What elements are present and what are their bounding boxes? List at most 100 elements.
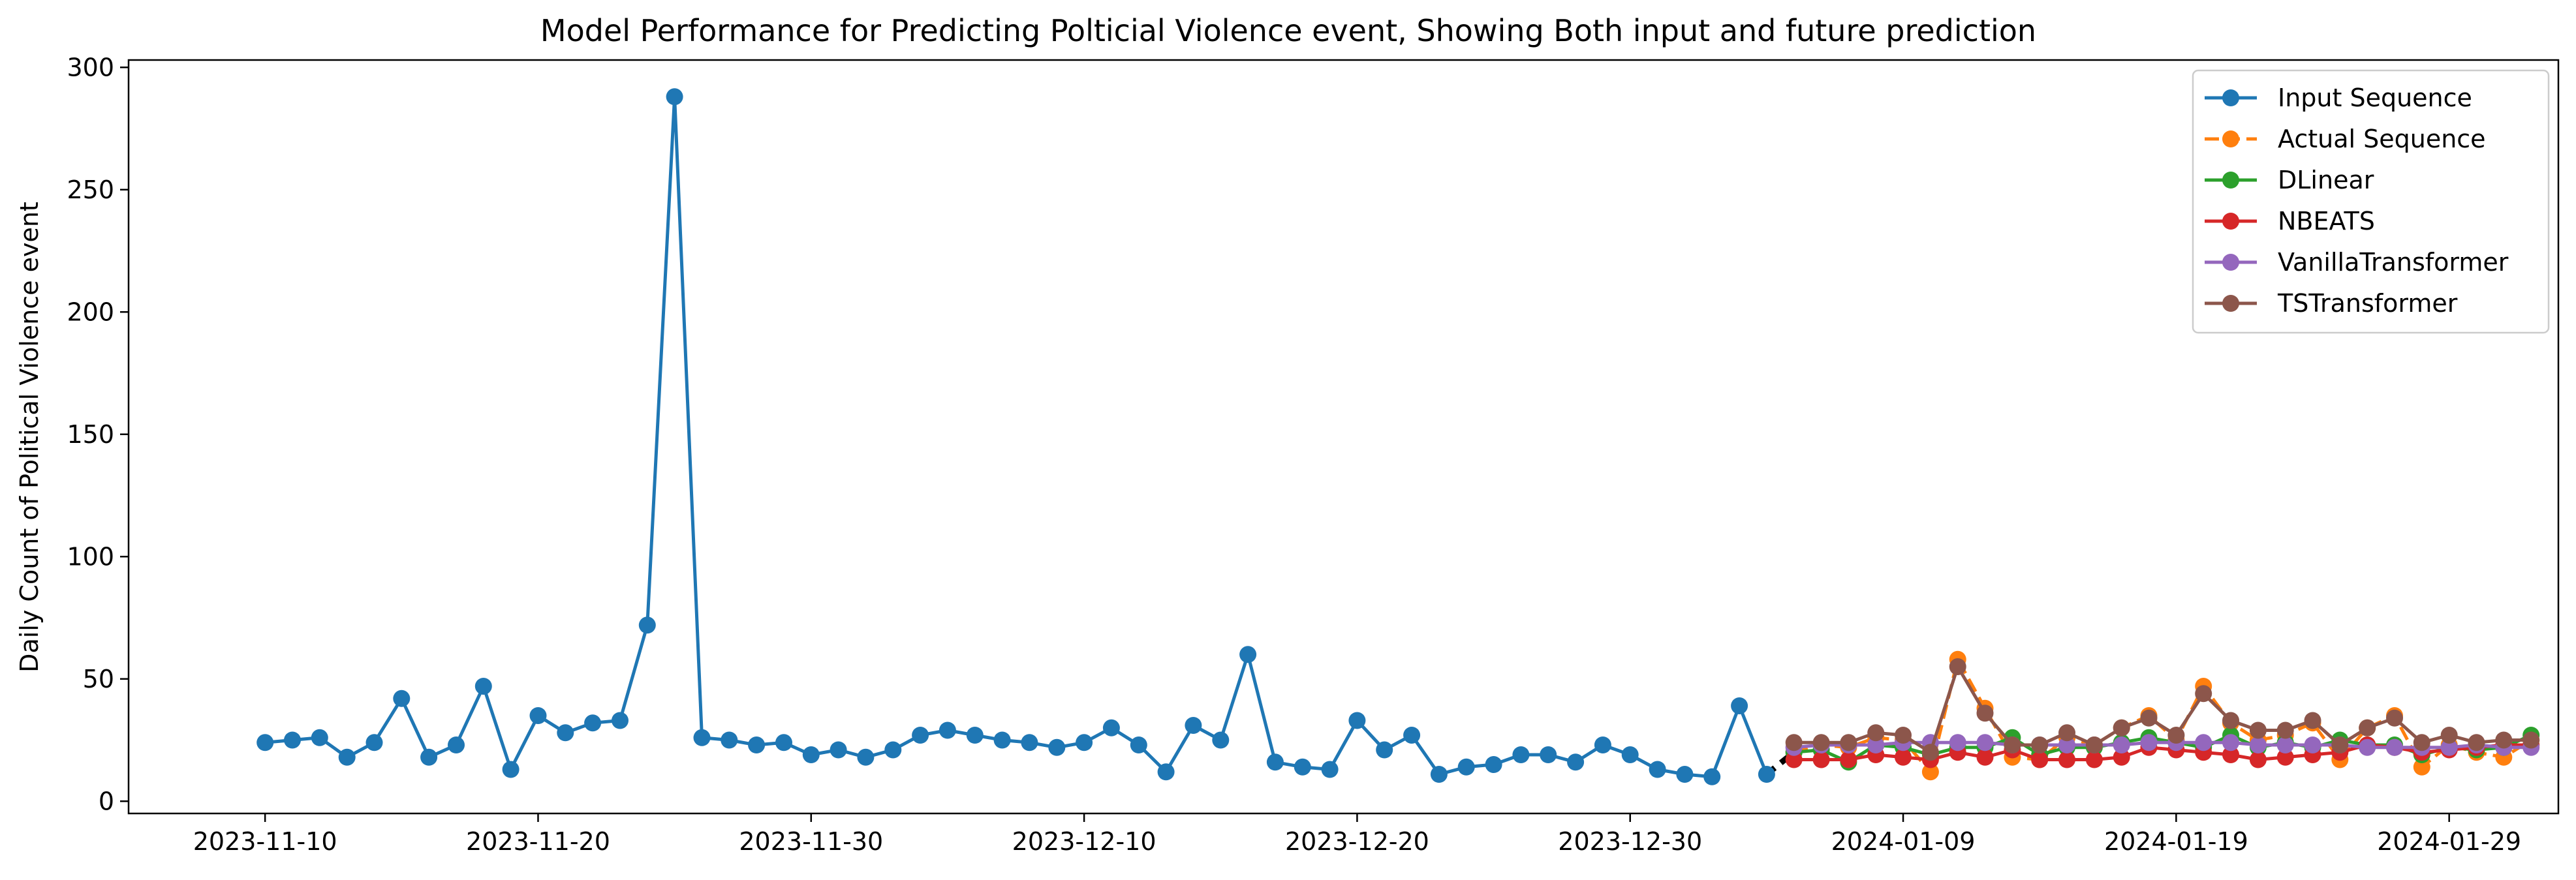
data-point-input-sequence [1676, 766, 1694, 783]
data-point-input-sequence [857, 748, 875, 766]
data-point-input-sequence [612, 712, 628, 729]
data-point-nbeats [2085, 751, 2103, 768]
data-point-input-sequence [1457, 758, 1475, 776]
data-point-input-sequence [993, 731, 1011, 749]
x-axis: 2023-11-10 2023-11-20 2023-11-30 2023-12-10… [193, 813, 2521, 856]
data-point-tstransformer [2386, 709, 2403, 727]
data-point-vanillatransformer [2386, 738, 2403, 756]
data-point-nbeats [1812, 751, 1830, 768]
x-tick-label: 2024-01-19 [2104, 827, 2248, 856]
data-point-tstransformer [2331, 736, 2349, 753]
data-point-input-sequence [1076, 734, 1093, 751]
data-point-vanillatransformer [2140, 734, 2158, 751]
data-point-input-sequence [748, 736, 766, 753]
data-point-input-sequence [1185, 717, 1202, 734]
data-point-nbeats [1785, 751, 1803, 768]
data-point-input-sequence [1403, 727, 1421, 744]
data-point-vanillatransformer [2304, 736, 2321, 753]
axes-frame [127, 59, 2560, 815]
data-point-input-sequence [1621, 746, 1639, 763]
data-point-input-sequence [666, 88, 683, 106]
data-point-input-sequence [474, 678, 492, 695]
data-point-tstransformer [2276, 721, 2294, 739]
data-point-actual-sequence [2413, 758, 2430, 776]
data-point-input-sequence [1430, 766, 1448, 783]
data-point-input-sequence [1321, 761, 1339, 778]
legend-label-input-sequence: Input Sequence [2278, 83, 2472, 112]
data-point-input-sequence [884, 741, 902, 759]
y-tick-label: 0 [99, 787, 114, 815]
data-point-input-sequence [830, 741, 847, 759]
data-point-input-sequence [420, 748, 438, 766]
data-point-input-sequence [693, 729, 711, 746]
data-point-nbeats [1895, 748, 1912, 766]
data-point-input-sequence [284, 731, 301, 749]
y-axis-label: Daily Count of Political Violence event [15, 202, 44, 673]
data-point-tstransformer [2031, 736, 2049, 753]
data-point-nbeats [1976, 748, 1994, 766]
data-point-nbeats [2031, 751, 2049, 768]
chart-title: Model Performance for Predicting Poltici… [540, 13, 2036, 48]
data-point-vanillatransformer [1867, 736, 1885, 753]
plot-area [256, 88, 2540, 785]
data-point-input-sequence [939, 721, 956, 739]
data-point-input-sequence [1703, 768, 1721, 785]
data-point-input-sequence [393, 690, 411, 707]
data-point-vanillatransformer [1949, 734, 1966, 751]
data-point-input-sequence [1567, 753, 1585, 771]
x-tick-label: 2023-11-20 [466, 827, 610, 856]
legend-label-dlinear: DLinear [2278, 166, 2374, 194]
data-point-input-sequence [338, 748, 356, 766]
legend: Input Sequence Actual Sequence DLinear NBEA… [2192, 69, 2550, 334]
legend-marker-dlinear [2222, 172, 2239, 189]
legend-label-vanillatransformer: VanillaTransformer [2278, 248, 2509, 277]
data-point-nbeats [2113, 748, 2130, 766]
data-point-nbeats [2222, 746, 2239, 763]
data-point-input-sequence [1731, 697, 1748, 714]
legend-label-tstransformer: TSTransformer [2277, 289, 2458, 318]
data-point-input-sequence [1649, 761, 1666, 778]
y-tick-label: 300 [67, 53, 114, 82]
data-point-vanillatransformer [2359, 738, 2376, 756]
x-tick-label: 2023-12-20 [1285, 827, 1429, 856]
y-tick-label: 200 [67, 297, 114, 326]
data-point-tstransformer [1921, 744, 1939, 761]
data-point-tstransformer [2468, 734, 2485, 751]
y-tick-label: 250 [67, 175, 114, 204]
data-point-tstransformer [1895, 727, 1912, 744]
data-point-input-sequence [1021, 734, 1038, 751]
y-tick-label: 100 [67, 542, 114, 571]
legend-label-nbeats: NBEATS [2278, 207, 2375, 235]
data-point-input-sequence [256, 734, 274, 751]
legend-marker-actual-sequence [2222, 130, 2239, 147]
series-tstransformer [1785, 658, 2540, 761]
data-point-input-sequence [721, 731, 738, 749]
x-tick-label: 2024-01-09 [1831, 827, 1976, 856]
data-point-input-sequence [638, 616, 656, 634]
data-point-input-sequence [1512, 746, 1530, 763]
data-point-tstransformer [2058, 724, 2075, 742]
legend-box [2192, 69, 2550, 334]
x-tick-label: 2023-12-30 [1558, 827, 1702, 856]
legend-marker-tstransformer [2222, 295, 2239, 312]
data-point-vanillatransformer [2249, 736, 2267, 753]
data-point-nbeats [2276, 748, 2294, 766]
data-point-tstransformer [2413, 734, 2430, 751]
data-point-input-sequence [1348, 712, 1366, 729]
data-point-actual-sequence [1921, 763, 1939, 781]
data-point-vanillatransformer [2113, 736, 2130, 753]
data-point-nbeats [2249, 751, 2267, 768]
data-point-input-sequence [584, 714, 602, 732]
series-line-nbeats [1793, 743, 2532, 761]
data-point-tstransformer [1812, 734, 1830, 751]
data-point-tstransformer [2222, 712, 2239, 729]
series-input-sequence [256, 88, 1775, 785]
data-point-input-sequence [1266, 753, 1284, 771]
data-point-input-sequence [529, 707, 547, 724]
data-point-tstransformer [2004, 736, 2021, 753]
data-point-input-sequence [1594, 736, 1611, 753]
x-tick-label: 2023-11-30 [739, 827, 883, 856]
data-point-tstransformer [2304, 712, 2321, 729]
data-point-tstransformer [1840, 734, 1857, 751]
